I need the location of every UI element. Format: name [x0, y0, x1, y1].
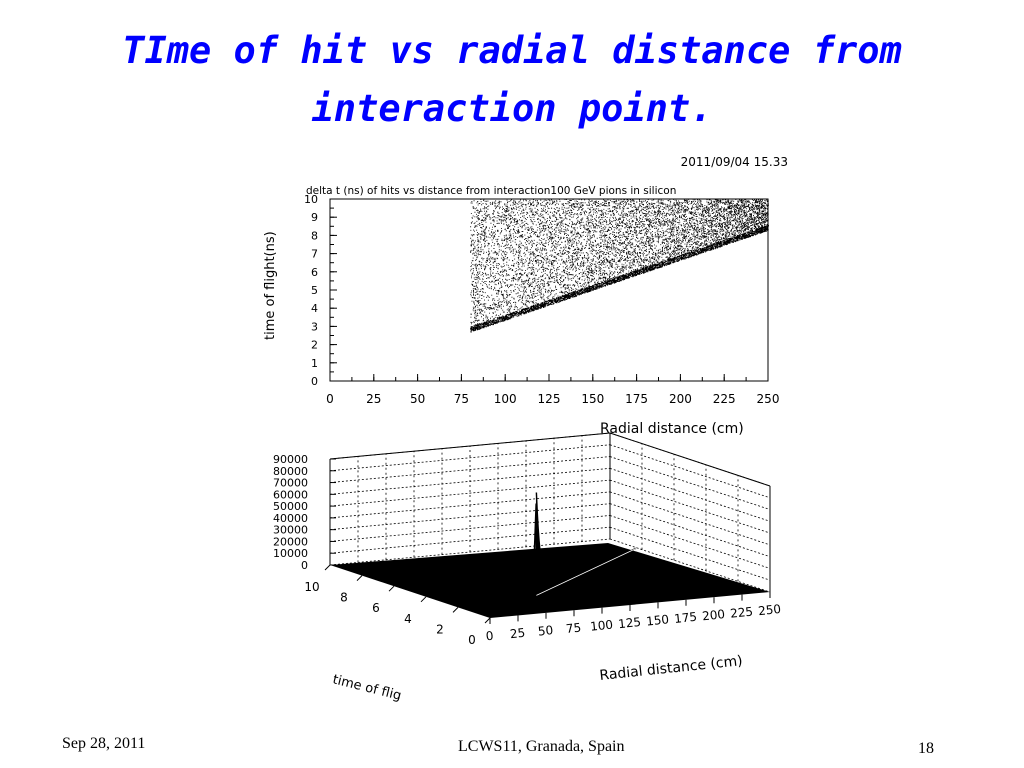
x-tick-label-3d: 0 — [485, 629, 494, 644]
z-tick-label: 20000 — [273, 535, 308, 548]
surface-grid — [329, 432, 771, 618]
y-tick-label-3d: 0 — [468, 633, 476, 647]
z-tick-label: 50000 — [273, 500, 308, 513]
x-tick-label: 225 — [713, 392, 736, 406]
surface-box-edge — [609, 432, 771, 487]
x-tick-label: 25 — [366, 392, 381, 406]
y-axis-label-3d: time of flig — [331, 672, 403, 704]
surface-peak — [532, 492, 638, 596]
surface-side-gridline — [609, 444, 771, 499]
x-axis-label: Radial distance (cm) — [600, 421, 744, 437]
z-tick-label: 70000 — [273, 477, 308, 490]
slide-title-line-2: interaction point. — [311, 87, 713, 130]
z-axis-ticks: 0100002000030000400005000060000700008000… — [273, 453, 336, 572]
x-tick-label-3d: 25 — [509, 626, 526, 642]
x-tick-label: 0 — [326, 392, 334, 406]
y-tick-mark-3d — [388, 585, 395, 592]
y-tick-label: 0 — [311, 375, 318, 388]
z-tick-label: 0 — [301, 559, 308, 572]
x-tick-label-3d: 50 — [537, 623, 554, 639]
x-tick-label: 175 — [625, 392, 648, 406]
scatter-cloud — [470, 199, 769, 331]
y-tick-label-3d: 4 — [404, 612, 412, 626]
x-tick-label: 200 — [669, 392, 692, 406]
z-tick-label: 30000 — [273, 524, 308, 537]
x-tick-label-3d: 225 — [729, 604, 753, 620]
x-tick-label: 125 — [538, 392, 561, 406]
scatter-points — [470, 199, 769, 333]
surface-side-gridline — [609, 526, 771, 581]
y-axis-ticks-3d: 0 2 4 6 8 10 — [304, 564, 491, 647]
y-tick-label: 8 — [311, 229, 318, 242]
z-tick-label: 90000 — [273, 453, 308, 466]
surface-side-gridline — [609, 456, 771, 510]
x-tick-label-3d: 125 — [617, 615, 641, 631]
y-tick-label: 5 — [311, 284, 318, 297]
surface-side-gridline — [609, 467, 771, 522]
x-tick-label-3d: 200 — [701, 607, 725, 623]
x-tick-label: 150 — [581, 392, 604, 406]
y-tick-label-3d: 8 — [340, 591, 348, 605]
y-tick-label: 7 — [311, 248, 318, 261]
chart-title: delta t (ns) of hits vs distance from in… — [306, 185, 676, 197]
y-axis-label: time of flight(ns) — [263, 231, 278, 340]
surface-back-gridline — [329, 491, 611, 519]
y-tick-label: 1 — [311, 357, 318, 370]
x-tick-label-3d: 150 — [645, 612, 669, 628]
surface-floor-ridge — [536, 547, 638, 596]
surface-back-gridline — [329, 456, 611, 483]
surface-box-edge — [329, 432, 611, 460]
scatter-edge-band — [470, 224, 769, 333]
surface-side-gridline — [609, 503, 771, 558]
x-axis-ticks-3d: 0 25 50 75 100 125 150 175 200 225 250 — [485, 592, 782, 643]
x-tick-label-3d: 100 — [589, 617, 613, 633]
x-tick-label-3d: 250 — [757, 602, 781, 618]
surface-back-gridline — [329, 479, 611, 507]
z-tick-label: 60000 — [273, 488, 308, 501]
x-axis-ticks: 0 25 50 75 100 125 150 175 200 225 250 — [326, 374, 779, 406]
z-tick-label: 40000 — [273, 512, 308, 525]
surface-side-gridline — [609, 491, 771, 546]
page-number: 18 — [918, 740, 934, 757]
slide-title: TIme of hit vs radial distance from inte… — [0, 22, 1024, 138]
z-tick-label: 10000 — [273, 547, 308, 560]
surface-side-gridline — [609, 479, 771, 534]
footer-date: Sep 28, 2011 — [62, 735, 146, 752]
y-tick-label-3d: 10 — [304, 580, 319, 594]
chart-timestamp: 2011/09/04 15.33 — [681, 155, 788, 169]
y-tick-mark-3d — [324, 564, 331, 571]
x-tick-label-3d: 75 — [565, 620, 582, 636]
surface-side-gridline — [609, 515, 771, 569]
x-tick-label: 50 — [410, 392, 425, 406]
slide-title-line-1: TIme of hit vs radial distance from — [122, 29, 902, 72]
x-tick-label: 75 — [454, 392, 469, 406]
y-tick-mark-3d — [452, 607, 459, 613]
y-tick-label: 6 — [311, 266, 318, 279]
y-tick-label-3d: 2 — [436, 622, 444, 636]
surface-peak-front — [532, 503, 538, 596]
y-tick-label: 2 — [311, 339, 318, 352]
z-tick-label: 80000 — [273, 465, 308, 478]
surface-back-gridline — [329, 444, 611, 472]
surface-back-gridline — [329, 515, 611, 542]
y-tick-mark-3d — [420, 596, 427, 603]
x-tick-label: 100 — [494, 392, 517, 406]
y-tick-mark-3d — [356, 575, 363, 581]
x-tick-label-3d: 175 — [673, 610, 697, 626]
y-tick-label: 3 — [311, 320, 318, 333]
x-tick-label: 250 — [757, 392, 780, 406]
y-tick-label: 10 — [304, 193, 318, 206]
y-tick-label: 9 — [311, 211, 318, 224]
footer-event: LCWS11, Granada, Spain — [458, 738, 625, 755]
y-tick-label: 4 — [311, 302, 318, 315]
y-tick-label-3d: 6 — [372, 601, 380, 615]
y-axis-ticks: 0 1 2 3 4 5 6 7 8 9 10 — [304, 193, 337, 388]
x-axis-label-3d: Radial distance (cm) — [599, 653, 744, 684]
y-tick-mark-3d — [484, 617, 491, 624]
